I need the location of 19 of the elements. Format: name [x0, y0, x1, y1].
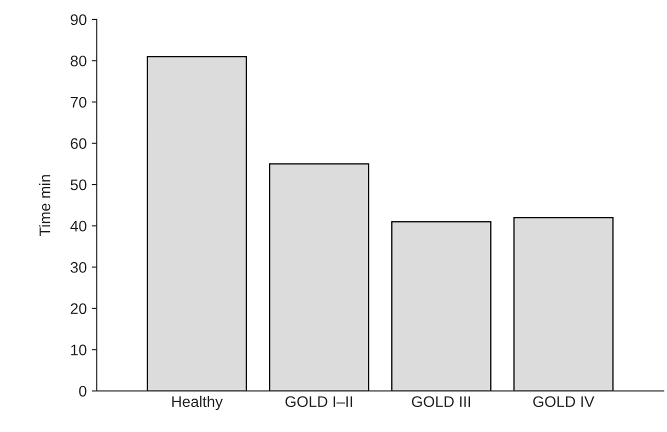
y-tick-label: 20: [70, 303, 86, 314]
y-tick-label: 80: [70, 56, 86, 66]
y-tick-label: 60: [70, 138, 86, 149]
y-tick-label: 0: [79, 386, 86, 397]
x-tick-label: Healthy: [172, 396, 223, 410]
bar: [391, 221, 492, 391]
bar: [513, 216, 614, 391]
y-tick-label: 90: [70, 14, 86, 26]
y-tick-label: 30: [70, 262, 86, 273]
x-tick-label: GOLD IV: [533, 396, 594, 408]
x-tick-label: GOLD I–II: [285, 396, 352, 408]
y-tick-label: 50: [70, 179, 86, 190]
x-tick-label: GOLD III: [412, 396, 470, 408]
y-tick-label: 40: [70, 220, 86, 232]
bar: [146, 56, 248, 391]
bar: [268, 163, 370, 391]
y-axis-title: Time min: [39, 175, 50, 236]
y-tick-label: 70: [70, 96, 86, 108]
y-tick-label: 10: [71, 344, 86, 356]
